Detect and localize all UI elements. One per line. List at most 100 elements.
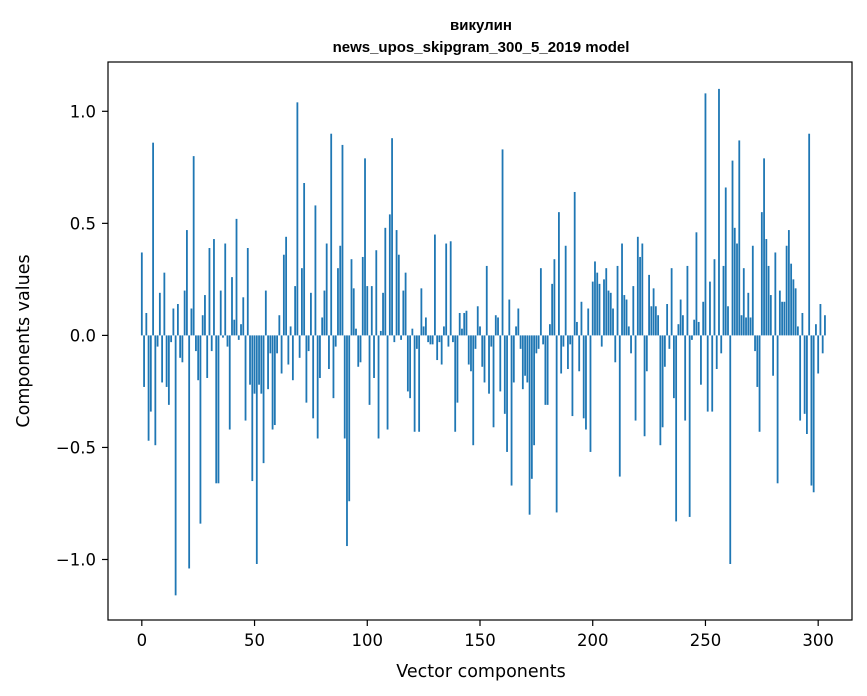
bar <box>370 286 373 336</box>
bar <box>215 335 218 484</box>
bar <box>330 133 333 336</box>
bar <box>567 335 569 370</box>
bar <box>756 335 759 387</box>
bar <box>226 335 229 347</box>
bar <box>348 335 351 502</box>
bar <box>767 265 770 336</box>
bar <box>219 290 222 336</box>
bar <box>695 232 698 336</box>
bar <box>278 315 281 336</box>
bar <box>693 319 696 336</box>
bar <box>364 158 366 336</box>
bar <box>280 335 283 374</box>
bar <box>616 265 619 336</box>
bar <box>145 312 148 336</box>
bar <box>510 335 513 486</box>
bar <box>578 335 581 372</box>
bar <box>614 335 617 363</box>
bar <box>174 335 177 596</box>
bar <box>228 335 231 430</box>
bar <box>799 335 802 421</box>
bar <box>751 245 754 336</box>
bar <box>258 335 260 385</box>
bar <box>824 315 826 336</box>
bar <box>740 315 743 336</box>
bar <box>285 236 288 336</box>
bar <box>535 335 538 354</box>
bar <box>481 335 484 367</box>
bar <box>519 335 522 349</box>
bar <box>643 335 646 437</box>
bar <box>654 306 657 336</box>
bar <box>542 335 545 345</box>
bar <box>524 335 526 376</box>
bar <box>704 93 707 336</box>
bar <box>736 243 738 336</box>
bar <box>576 321 578 336</box>
bar <box>747 292 750 336</box>
bar <box>603 279 605 336</box>
bar <box>373 335 375 378</box>
bar <box>201 315 204 336</box>
bar <box>393 335 396 343</box>
bar <box>720 335 723 354</box>
bar <box>359 335 362 363</box>
bar <box>792 279 795 336</box>
bar <box>745 317 747 336</box>
bar <box>497 317 499 336</box>
bar <box>709 281 711 336</box>
bar <box>562 335 565 347</box>
bar <box>727 306 729 336</box>
bar <box>312 335 315 419</box>
bar <box>152 142 154 336</box>
bar <box>294 286 297 336</box>
bar <box>418 335 421 432</box>
bar <box>158 292 161 336</box>
bar <box>794 288 797 336</box>
x-axis-ticks: 0 50 100 150 200 250 300 <box>137 620 834 650</box>
bar <box>172 308 175 336</box>
bar <box>663 335 666 367</box>
bar <box>781 301 784 336</box>
bar <box>715 335 718 370</box>
bar <box>783 301 786 336</box>
bar <box>402 290 405 336</box>
bar <box>190 308 193 336</box>
bar <box>334 335 337 347</box>
x-tick-label: 0 <box>137 631 148 650</box>
bar <box>776 335 779 484</box>
bar <box>621 243 623 336</box>
bar <box>670 268 673 336</box>
bar <box>208 248 211 336</box>
y-tick-label: −1.0 <box>56 550 96 569</box>
bar <box>397 254 400 336</box>
bar <box>411 328 414 336</box>
bar <box>443 326 445 336</box>
bar <box>264 290 267 336</box>
bar <box>167 335 170 405</box>
bar <box>686 265 689 336</box>
bar <box>186 230 188 336</box>
bar <box>355 328 357 336</box>
bar <box>470 335 472 372</box>
bar <box>350 259 353 336</box>
y-tick-label: 1.0 <box>70 102 96 121</box>
bar <box>591 281 594 336</box>
bar <box>452 335 454 343</box>
bar <box>607 290 610 336</box>
bar <box>560 335 563 374</box>
bar <box>512 335 515 383</box>
bar <box>501 149 504 336</box>
bar <box>808 133 811 336</box>
bar <box>262 335 265 464</box>
bar <box>409 335 412 399</box>
bar <box>648 274 650 336</box>
bar <box>729 335 732 564</box>
x-tick-label: 250 <box>690 631 722 650</box>
bar <box>332 335 335 399</box>
bar <box>812 335 815 493</box>
bar <box>163 272 166 336</box>
bar <box>404 272 407 336</box>
bar <box>253 335 256 394</box>
bar <box>558 212 560 336</box>
